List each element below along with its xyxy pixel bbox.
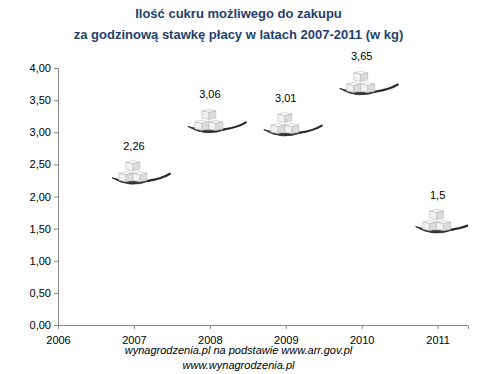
cube-right <box>430 222 437 231</box>
x-tick: 2009 <box>274 325 298 346</box>
y-tick-mark <box>54 100 58 101</box>
cube-right <box>368 84 375 93</box>
cube-left <box>430 211 437 220</box>
cube-left <box>423 222 430 231</box>
x-tick-mark <box>362 325 363 329</box>
chart: Ilość cukru możliwego do zakupu za godzin… <box>0 0 477 374</box>
x-axis: 2006 2007 2008 2009 2010 2011 <box>46 325 468 346</box>
cube-left <box>133 173 140 182</box>
y-tick-mark <box>54 325 58 326</box>
spoon-handle <box>148 174 170 181</box>
x-tick: 2008 <box>198 325 222 346</box>
cube-right <box>361 73 368 82</box>
data-label: 2,26 <box>123 140 144 152</box>
y-axis-line <box>54 69 59 326</box>
cube-left <box>119 173 126 182</box>
x-tick-mark <box>210 325 211 329</box>
data-label: 3,01 <box>275 92 296 104</box>
cube-left <box>195 122 202 131</box>
spoon-handle <box>300 126 322 133</box>
y-tick: 4,00 <box>30 62 58 74</box>
y-tick-label: 0,00 <box>30 319 51 331</box>
x-tick: 2006 <box>46 325 70 346</box>
y-tick: 1,00 <box>30 255 58 267</box>
y-tick-label: 3,50 <box>30 94 51 106</box>
spoon-handle <box>376 84 398 91</box>
x-tick-mark <box>58 325 59 329</box>
point <box>264 112 322 136</box>
cube-right <box>292 125 299 134</box>
y-tick: 1,50 <box>30 223 58 235</box>
cube-left <box>437 222 444 231</box>
cube-left <box>202 111 209 120</box>
y-tick-label: 0,50 <box>30 287 51 299</box>
x-axis-line <box>59 326 469 330</box>
marks <box>112 71 468 233</box>
y-tick-mark <box>54 68 58 69</box>
cube-left <box>361 84 368 93</box>
data-label: 3,06 <box>199 88 220 100</box>
y-tick-mark <box>54 164 58 165</box>
cube-left <box>347 84 354 93</box>
point <box>188 109 246 133</box>
cube-left <box>354 73 361 82</box>
title: Ilość cukru możliwego do zakupu <box>135 6 342 21</box>
y-tick: 3,00 <box>30 126 58 138</box>
x-tick: 2011 <box>426 325 450 346</box>
x-tick-label: 2006 <box>46 334 70 346</box>
y-tick-label: 2,00 <box>30 191 51 203</box>
cube-left <box>271 125 278 134</box>
cube-right <box>444 222 451 231</box>
cube-right <box>133 162 140 171</box>
point <box>340 71 398 95</box>
x-tick-mark <box>286 325 287 329</box>
cube-right <box>209 111 216 120</box>
y-tick-label: 3,00 <box>30 126 51 138</box>
point <box>416 209 468 233</box>
cube-right <box>354 84 361 93</box>
y-tick: 3,50 <box>30 94 58 106</box>
y-tick-label: 2,50 <box>30 158 51 170</box>
cube-left <box>209 122 216 131</box>
x-tick-label: 2011 <box>426 334 450 346</box>
point <box>112 161 170 185</box>
source-note: www.wynagrodzenia.pl <box>183 359 295 371</box>
spoon-handle <box>452 223 468 230</box>
x-tick-label: 2010 <box>350 334 374 346</box>
cube-right <box>140 173 147 182</box>
y-tick: 2,50 <box>30 158 58 170</box>
y-tick: 0,00 <box>30 319 58 331</box>
x-tick: 2007 <box>122 325 146 346</box>
y-axis: 0,00 0,50 1,00 1,50 2,00 2,50 3,00 3,50 4,00 <box>30 62 59 331</box>
spoon-handle <box>224 122 246 129</box>
x-tick-mark <box>134 325 135 329</box>
data-label: 1,5 <box>430 189 445 201</box>
title: za godzinową stawkę płacy w latach 2007-… <box>74 27 403 42</box>
y-tick-mark <box>54 229 58 230</box>
y-tick-mark <box>54 261 58 262</box>
cube-right <box>126 173 133 182</box>
y-tick: 2,00 <box>30 191 58 203</box>
y-tick-label: 1,00 <box>30 255 51 267</box>
cube-right <box>278 125 285 134</box>
cube-left <box>285 125 292 134</box>
x-tick-mark <box>438 325 439 329</box>
y-tick-label: 4,00 <box>30 62 51 74</box>
cube-right <box>202 122 209 131</box>
source-note: wynagrodzenia.pl na podstawie www.arr.go… <box>125 344 353 356</box>
y-tick-mark <box>54 197 58 198</box>
cube-right <box>285 114 292 123</box>
y-tick-mark <box>54 132 58 133</box>
cube-right <box>437 211 444 220</box>
cube-left <box>126 162 133 171</box>
cube-left <box>278 114 285 123</box>
x-tick: 2010 <box>350 325 374 346</box>
y-tick-mark <box>54 293 58 294</box>
cube-right <box>216 122 223 131</box>
y-tick-label: 1,50 <box>30 223 51 235</box>
y-tick: 0,50 <box>30 287 58 299</box>
data-label: 3,65 <box>351 50 372 62</box>
